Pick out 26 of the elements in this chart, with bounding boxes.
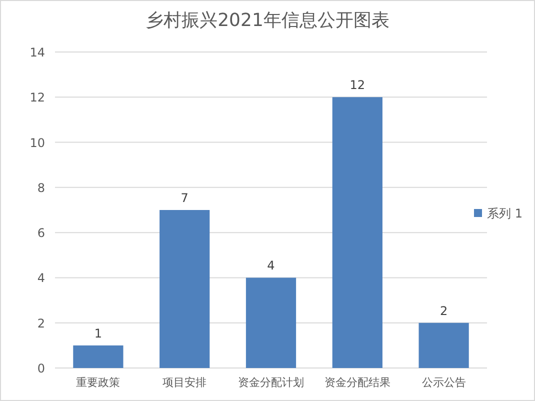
x-tick-label: 资金分配结果 — [324, 376, 390, 389]
y-tick-label: 8 — [37, 180, 45, 195]
y-tick-label: 10 — [30, 136, 45, 150]
y-tick-label: 4 — [37, 271, 45, 286]
y-tick-label: 0 — [37, 362, 45, 376]
bar — [160, 210, 210, 368]
legend-label: 系列 1 — [487, 206, 522, 220]
bar — [73, 345, 124, 368]
y-tick-label: 14 — [30, 46, 45, 60]
legend-item: 系列 1 — [474, 206, 522, 220]
bar — [418, 322, 469, 368]
x-tick-label: 公示公告 — [422, 376, 466, 389]
data-label: 4 — [267, 258, 275, 273]
y-tick-label: 6 — [37, 226, 45, 240]
data-label: 7 — [180, 191, 188, 205]
y-tick-label: 2 — [37, 316, 45, 330]
bar — [246, 278, 296, 368]
data-label: 12 — [350, 78, 366, 92]
bar — [332, 97, 382, 368]
data-label: 2 — [440, 304, 448, 318]
x-tick-label: 项目安排 — [162, 376, 207, 389]
data-label: 1 — [94, 326, 102, 340]
x-tick-label: 重要政策 — [76, 376, 120, 389]
x-tick-label: 资金分配计划 — [238, 376, 304, 389]
y-tick-label: 12 — [30, 90, 45, 105]
chart-title: 乡村振兴2021年信息公开图表 — [146, 10, 390, 31]
